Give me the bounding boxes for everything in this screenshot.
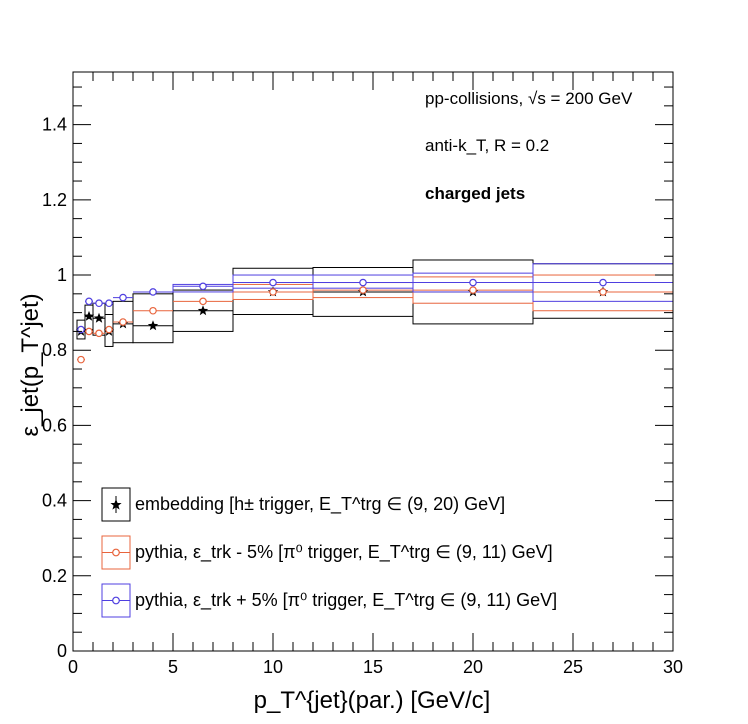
x-axis-title: p_T^{jet}(par.) [GeV/c] — [254, 687, 491, 714]
annotation-algorithm: anti-k_T, R = 0.2 — [425, 136, 549, 155]
y-tick-label: 1.2 — [42, 190, 67, 210]
y-tick-label: 0.8 — [42, 340, 67, 360]
legend-label-pythia-plus: pythia, ε_trk + 5% [π⁰ trigger, E_T^trg … — [135, 590, 557, 611]
annotation-jet-type: charged jets — [425, 184, 525, 203]
x-tick-label: 10 — [263, 657, 283, 677]
y-axis-title: ε_jet(p_T^jet) — [17, 293, 44, 436]
legend: embedding [h± trigger, E_T^trg ∈ (9, 20)… — [101, 487, 557, 618]
data-point-circle — [269, 288, 277, 296]
data-point-star — [93, 312, 105, 323]
data-point-circle — [599, 278, 607, 287]
legend-circle-marker-icon — [112, 596, 120, 605]
data-point-circle — [469, 286, 477, 294]
data-point-circle — [105, 325, 113, 334]
x-tick-label: 5 — [168, 657, 178, 677]
legend-entry-embedding: embedding [h± trigger, E_T^trg ∈ (9, 20)… — [101, 487, 505, 522]
data-point-circle — [105, 299, 113, 308]
x-tick-label: 15 — [363, 657, 383, 677]
x-tick-label: 25 — [563, 657, 583, 677]
y-tick-label: 0.2 — [42, 566, 67, 586]
legend-entry-pythia-minus: pythia, ε_trk - 5% [π⁰ trigger, E_T^trg … — [101, 535, 553, 570]
x-tick-label: 0 — [68, 657, 78, 677]
y-tick-label: 1.4 — [42, 115, 67, 135]
data-point-circle — [359, 278, 367, 287]
legend-label-pythia-minus: pythia, ε_trk - 5% [π⁰ trigger, E_T^trg … — [135, 542, 553, 563]
data-point-circle — [95, 329, 103, 338]
data-point-circle — [85, 297, 93, 306]
annotation-collisions: pp-collisions, √s = 200 GeV — [425, 89, 633, 108]
legend-star-marker-icon — [110, 499, 122, 510]
data-point-circle — [119, 318, 127, 326]
y-tick-label: 0.6 — [42, 415, 67, 435]
data-point-circle — [359, 286, 367, 294]
data-point-circle — [149, 306, 157, 315]
data-point-circle — [269, 278, 277, 287]
data-markers — [75, 278, 609, 364]
legend-label-embedding: embedding [h± trigger, E_T^trg ∈ (9, 20)… — [135, 494, 505, 515]
legend-circle-marker-icon — [112, 548, 120, 557]
data-point-circle — [199, 282, 207, 291]
data-point-circle — [85, 327, 93, 336]
x-tick-label: 20 — [463, 657, 483, 677]
x-tick-label: 30 — [663, 657, 683, 677]
data-point-circle — [77, 355, 85, 364]
y-tick-label: 0 — [57, 641, 67, 661]
legend-entry-pythia-plus: pythia, ε_trk + 5% [π⁰ trigger, E_T^trg … — [101, 583, 557, 618]
y-tick-label: 0.4 — [42, 491, 67, 511]
data-point-circle — [199, 297, 207, 306]
data-point-circle — [95, 299, 103, 308]
data-point-circle — [149, 288, 157, 296]
data-point-circle — [119, 293, 127, 302]
legend-swatch-embedding — [101, 487, 131, 522]
axes: 0 5 10 15 20 25 30 0 0.2 0.4 0.6 0.8 1 1.2 1.4 — [42, 71, 683, 677]
data-point-circle — [469, 278, 477, 287]
data-point-star — [147, 320, 159, 331]
data-point-star — [197, 305, 209, 316]
y-tick-label: 1 — [57, 265, 67, 285]
data-point-circle — [599, 288, 607, 296]
data-point-star — [83, 310, 95, 321]
